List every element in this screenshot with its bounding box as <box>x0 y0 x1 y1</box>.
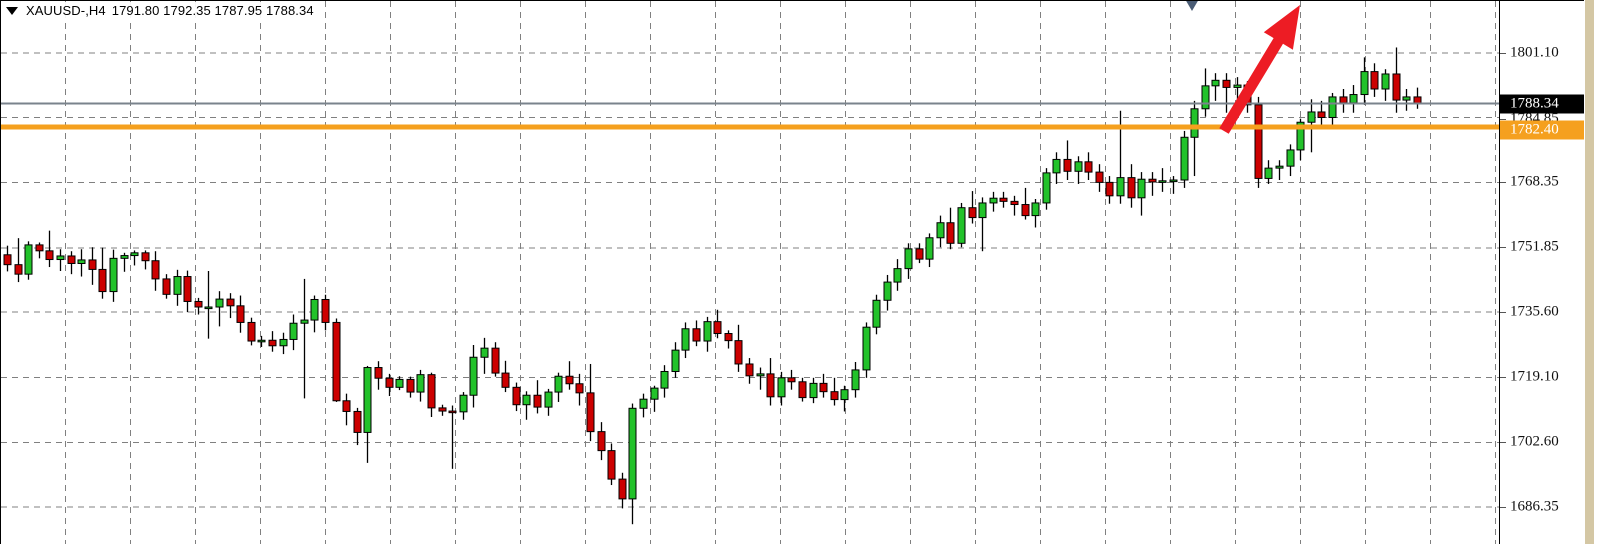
price-axis-tick-mark <box>1500 312 1506 313</box>
chart-gridlines <box>1 1 1499 544</box>
price-axis-tick-mark <box>1500 182 1506 183</box>
candlestick-series <box>3 47 1422 525</box>
symbol-label: XAUUSD-,H4 <box>26 3 106 18</box>
window-edge-strip-outer <box>1594 0 1597 544</box>
price-axis-tick: 1719.10 <box>1510 368 1559 385</box>
price-axis-tick-mark <box>1500 119 1506 120</box>
price-axis-tick: 1801.10 <box>1510 44 1559 61</box>
price-axis-tick-mark <box>1500 507 1506 508</box>
current-price-badge: 1788.34 <box>1500 94 1584 114</box>
price-axis-tick: 1735.60 <box>1510 303 1559 320</box>
price-axis-tick: 1686.35 <box>1510 498 1559 515</box>
symbol-header[interactable]: XAUUSD-,H4 1791.80 1792.35 1787.95 1788.… <box>5 2 317 19</box>
price-axis-tick-mark <box>1500 53 1506 54</box>
price-axis-tick: 1768.35 <box>1510 173 1559 190</box>
chart-annotations-overlay <box>1 1 1499 134</box>
price-axis-tick: 1702.60 <box>1510 433 1559 450</box>
price-scale-axis[interactable]: 1801.10 1788.34 1784.85 1782.40 1768.35 1751.… <box>1500 0 1584 544</box>
ohlc-values: 1791.80 1792.35 1787.95 1788.34 <box>111 3 314 18</box>
window-edge-strip <box>1585 0 1594 544</box>
price-plot-area[interactable] <box>1 1 1499 544</box>
triangle-down-icon[interactable] <box>6 6 18 15</box>
level-price-badge: 1782.40 <box>1500 120 1584 140</box>
price-axis-tick-mark <box>1500 442 1506 443</box>
price-axis-tick: 1751.85 <box>1510 238 1559 255</box>
price-axis-tick-mark <box>1500 377 1506 378</box>
chart-pane[interactable]: XAUUSD-,H4 1791.80 1792.35 1787.95 1788.… <box>0 0 1500 544</box>
price-axis-tick-mark <box>1500 247 1506 248</box>
